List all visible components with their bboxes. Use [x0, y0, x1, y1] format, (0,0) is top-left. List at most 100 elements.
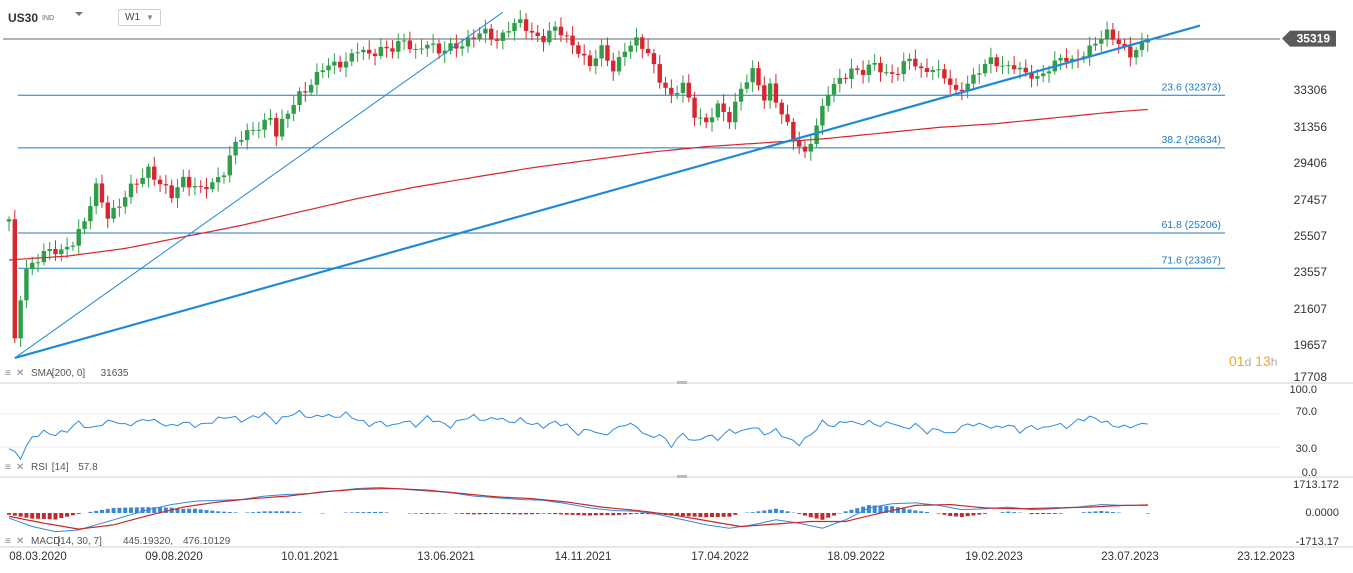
candle-body: [47, 248, 52, 251]
macd-histogram-bar: [924, 512, 929, 513]
date-tick-label: 23.07.2023: [1101, 551, 1159, 563]
candle-body: [401, 40, 407, 42]
candle-body: [855, 68, 860, 70]
candle-body: [163, 184, 169, 186]
trend-line-support: [14, 24, 1201, 360]
candle-body: [640, 37, 645, 49]
macd-histogram-bar: [1110, 512, 1115, 513]
price-tick-label: 19657: [1294, 338, 1328, 352]
candle-body: [826, 94, 831, 106]
macd-histogram-bar: [698, 513, 703, 517]
macd-histogram-bar: [291, 511, 296, 513]
macd-histogram-bar: [251, 512, 256, 513]
macd-histogram-bar: [256, 511, 261, 513]
macd-histogram-bar: [1000, 512, 1005, 513]
candle-body: [866, 64, 872, 76]
candle-body: [152, 166, 157, 180]
macd-histogram-bar: [593, 513, 598, 516]
candle-body: [651, 53, 657, 65]
macd-histogram-bar: [65, 513, 70, 517]
macd-histogram-bar: [413, 513, 418, 514]
candle-body: [1000, 65, 1005, 67]
macd-histogram-bar: [384, 512, 389, 513]
macd-histogram-bar: [541, 513, 546, 514]
candle-body: [512, 22, 517, 32]
macd-histogram-bar: [802, 513, 807, 516]
candle-body: [361, 49, 366, 53]
macd-histogram-bar: [808, 513, 813, 518]
candle-body: [872, 62, 877, 65]
macd-histogram-bar: [814, 513, 819, 519]
macd-histogram-bar: [7, 513, 11, 515]
macd-histogram-bar: [895, 507, 900, 513]
macd-histogram-bar: [18, 513, 23, 517]
price-tick-label: 17708: [1294, 370, 1328, 384]
candle-body: [326, 65, 331, 71]
countdown-days: 01: [1229, 353, 1245, 369]
candle-body: [843, 77, 848, 79]
candle-body: [808, 143, 813, 152]
macd-histogram-bar: [158, 507, 163, 513]
candle-body: [500, 32, 506, 41]
candle-body: [942, 69, 947, 79]
candle-body: [99, 183, 105, 203]
candle-body: [134, 183, 140, 185]
candle-body: [849, 68, 854, 79]
macd-histogram-bar: [686, 513, 691, 517]
macd-histogram-bar: [942, 513, 947, 515]
macd-histogram-bar: [727, 513, 732, 517]
candle-body: [663, 82, 668, 88]
candle-body: [477, 33, 482, 39]
candle-body: [965, 83, 970, 92]
macd-histogram-bar: [53, 513, 58, 520]
macd-histogram-bar: [617, 513, 622, 515]
macd-histogram-bar: [204, 510, 209, 513]
macd-histogram-bar: [1087, 511, 1092, 513]
timeframe-label: W1: [125, 12, 140, 23]
macd-histogram-bar: [1052, 513, 1057, 514]
symbol-selector[interactable]: US30 IND: [8, 9, 54, 27]
candle-body: [175, 187, 180, 199]
macd-histogram-bar: [1029, 513, 1034, 515]
candle-body: [140, 177, 145, 184]
macd-histogram-bar: [210, 510, 215, 513]
candle-body: [733, 101, 738, 123]
candle-body: [616, 57, 622, 72]
macd-histogram-bar: [547, 513, 552, 514]
candle-body: [268, 118, 273, 120]
macd-histogram-bar: [750, 512, 755, 513]
macd-histogram-bar: [297, 512, 302, 513]
candle-body: [657, 64, 662, 83]
date-tick-label: 10.01.2021: [281, 551, 339, 563]
candle-body: [279, 118, 285, 137]
macd-histogram-bar: [1099, 511, 1104, 513]
macd-histogram-bar: [721, 513, 726, 517]
candle-body: [1128, 46, 1133, 58]
candle-body: [384, 46, 389, 49]
rsi-tick-label: 100.0: [1289, 384, 1317, 396]
fib-level-label: 38.2 (29634): [1161, 134, 1221, 146]
candle-body: [715, 103, 721, 118]
symbol-dropdown-icon[interactable]: [74, 9, 84, 19]
macd-histogram-bar: [1046, 513, 1051, 514]
candle-body: [367, 49, 372, 54]
symbol-name: US30: [8, 11, 39, 25]
macd-histogram-bar: [704, 513, 709, 518]
indicator-legend-text: 57.8: [78, 462, 98, 473]
macd-histogram-bar: [471, 513, 476, 515]
macd-histogram-bar: [268, 511, 273, 513]
macd-histogram-bar: [24, 513, 29, 518]
candle-body: [181, 176, 186, 188]
macd-histogram-bar: [512, 513, 517, 515]
macd-histogram-bar: [558, 513, 563, 515]
macd-histogram-bar: [919, 511, 924, 513]
timeframe-selector[interactable]: W1 ▼: [118, 9, 161, 26]
candle-body: [454, 43, 459, 49]
macd-histogram-bar: [832, 513, 837, 516]
candle-body: [552, 26, 558, 31]
candle-body: [884, 72, 889, 74]
candle-body: [727, 111, 732, 123]
candle-body: [907, 58, 912, 62]
indicator-legend-text: [200, 0]: [52, 368, 86, 379]
